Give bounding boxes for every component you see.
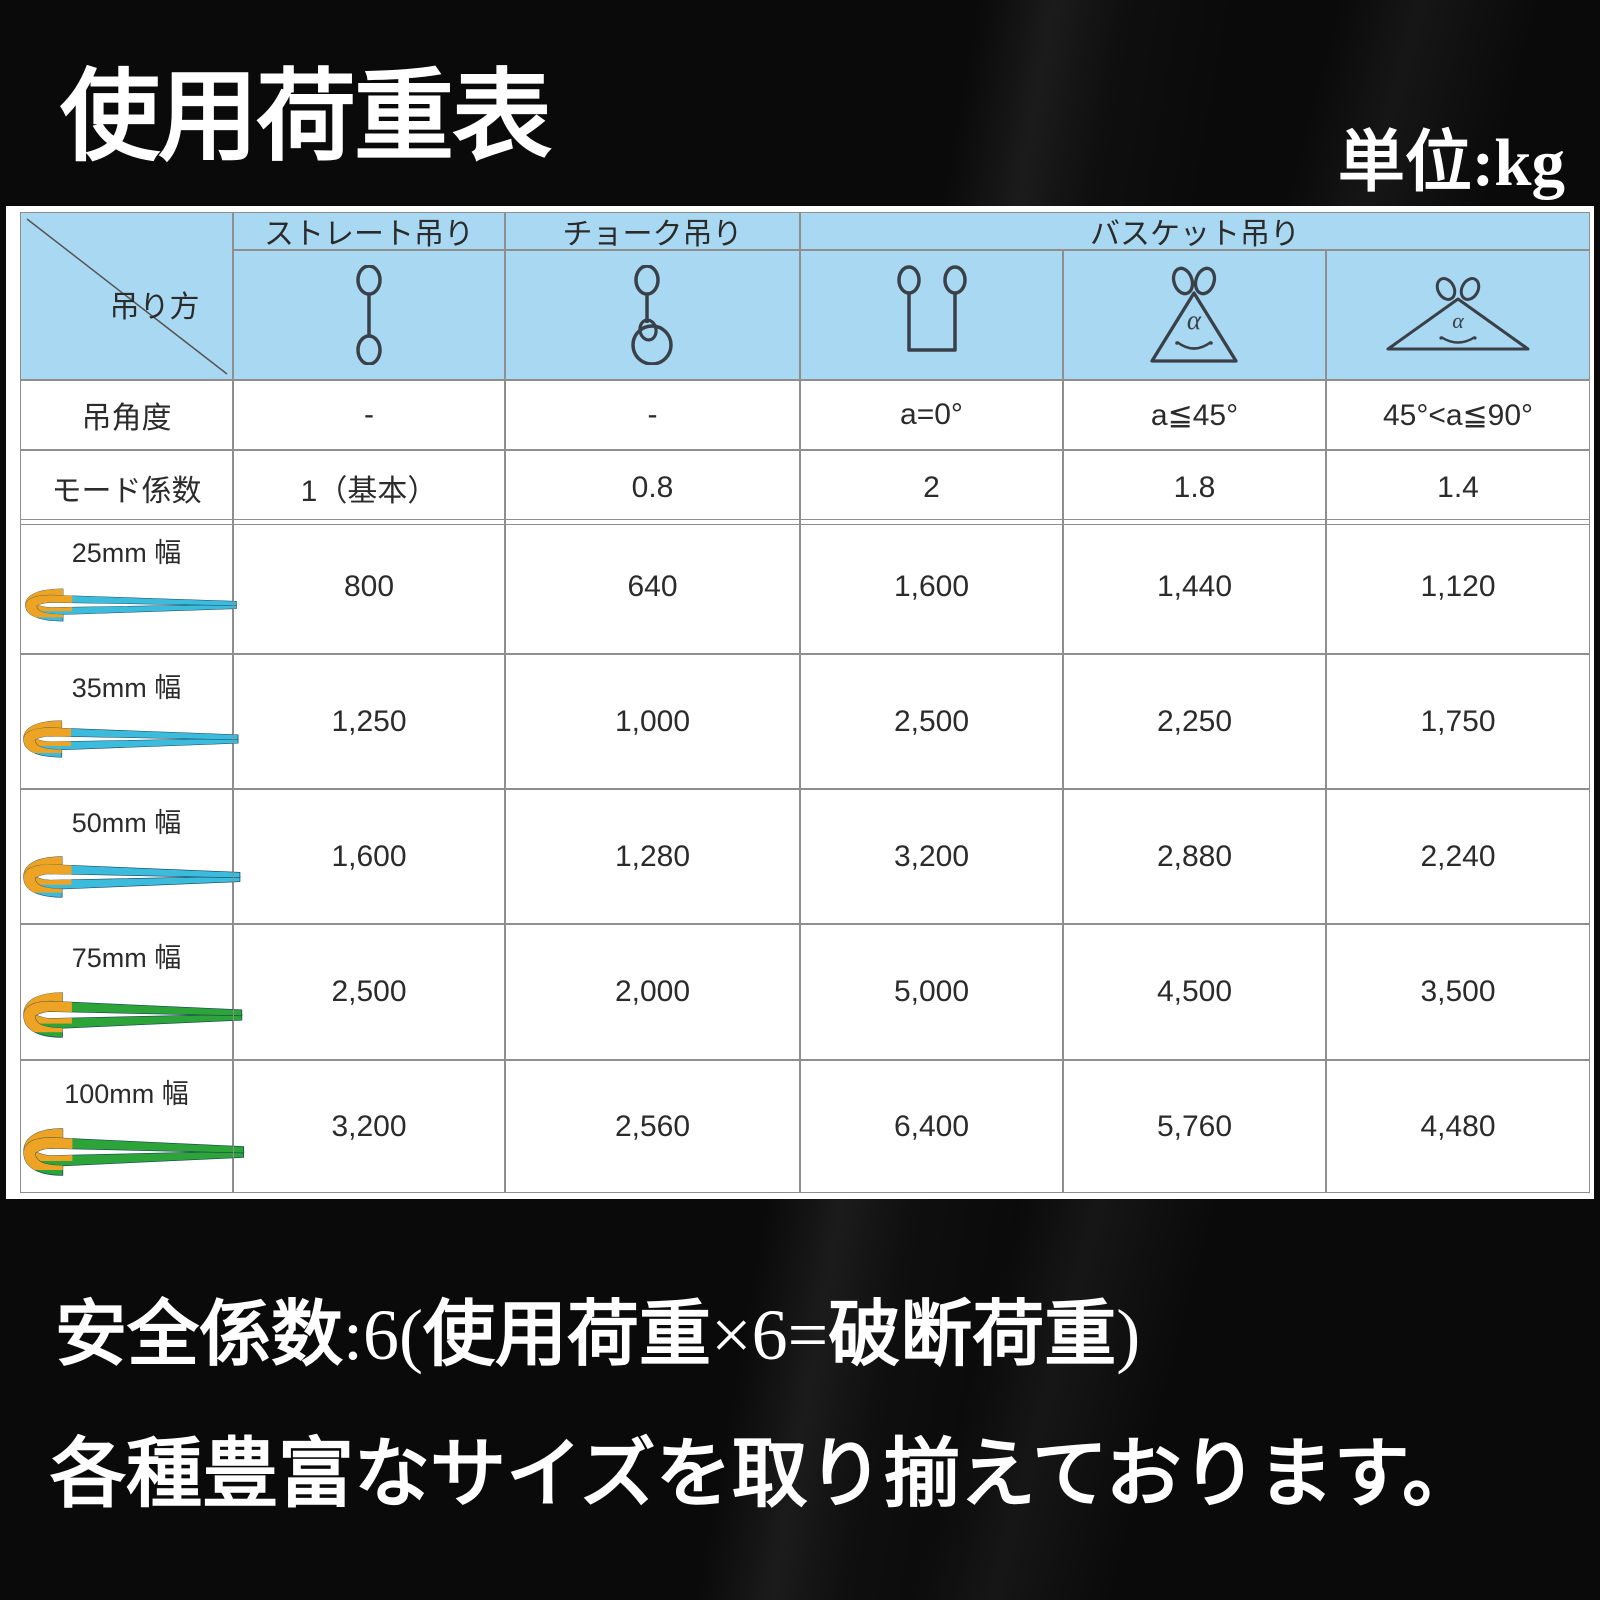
svg-text:α: α	[1186, 305, 1201, 335]
svg-text:α: α	[1452, 308, 1464, 333]
